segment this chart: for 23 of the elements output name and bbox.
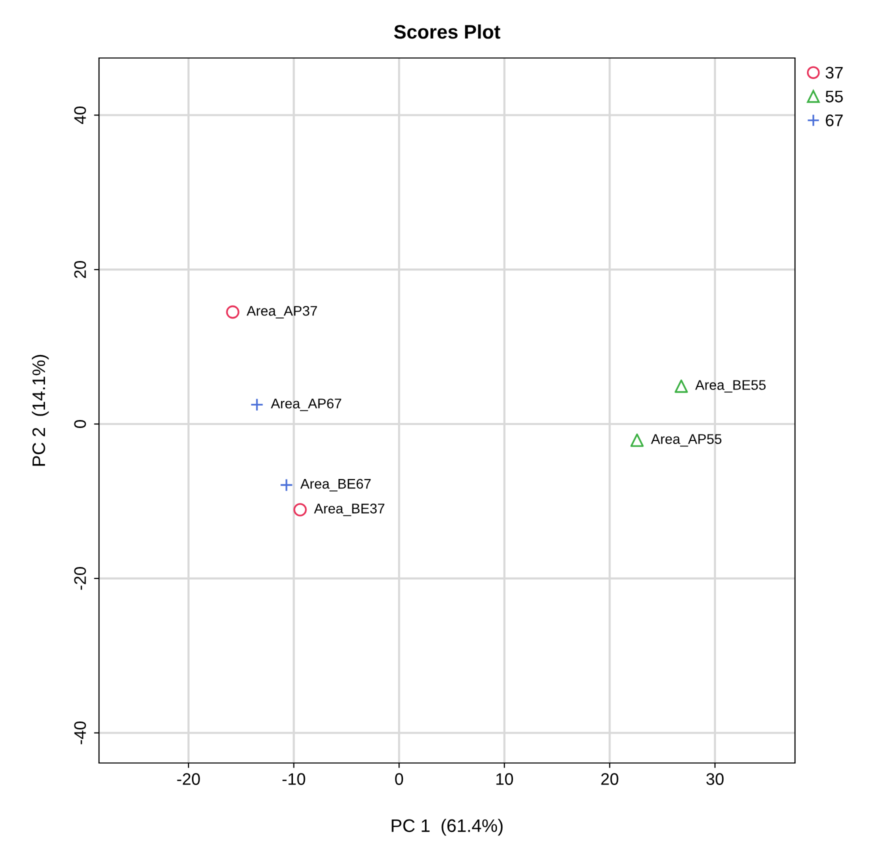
y-tick-label: -40 xyxy=(74,721,86,744)
y-tick-label: -20 xyxy=(74,567,86,590)
chart-title: Scores Plot xyxy=(394,24,500,39)
annotation: Area_BE67 xyxy=(300,478,371,492)
annotation: Area_AP55 xyxy=(650,434,722,447)
x-tick-label: 30 xyxy=(706,773,724,785)
y-axis-title: PC 2 (14.1%) xyxy=(32,354,49,466)
y-tick-label: 20 xyxy=(74,260,86,278)
x-tick-label: -20 xyxy=(177,773,200,785)
legend-label: 37 xyxy=(826,66,843,79)
x-tick-label: 20 xyxy=(601,773,618,785)
legend-label: 55 xyxy=(826,90,843,102)
x-tick-label: 10 xyxy=(496,773,514,785)
y-tick-label: 40 xyxy=(74,106,86,124)
annotation: Area_BE55 xyxy=(695,380,766,393)
annotation: Area_BE37 xyxy=(314,504,384,516)
legend-label: 67 xyxy=(826,114,843,126)
annotation: Area_AP37 xyxy=(246,306,317,318)
x-axis-title: PC 1 (61.4%) xyxy=(392,818,503,836)
x-tick-label: -10 xyxy=(282,773,306,785)
x-tick-label: 0 xyxy=(395,773,404,785)
annotation: Area_AP67 xyxy=(270,398,342,412)
y-tick-label: 0 xyxy=(74,420,86,428)
